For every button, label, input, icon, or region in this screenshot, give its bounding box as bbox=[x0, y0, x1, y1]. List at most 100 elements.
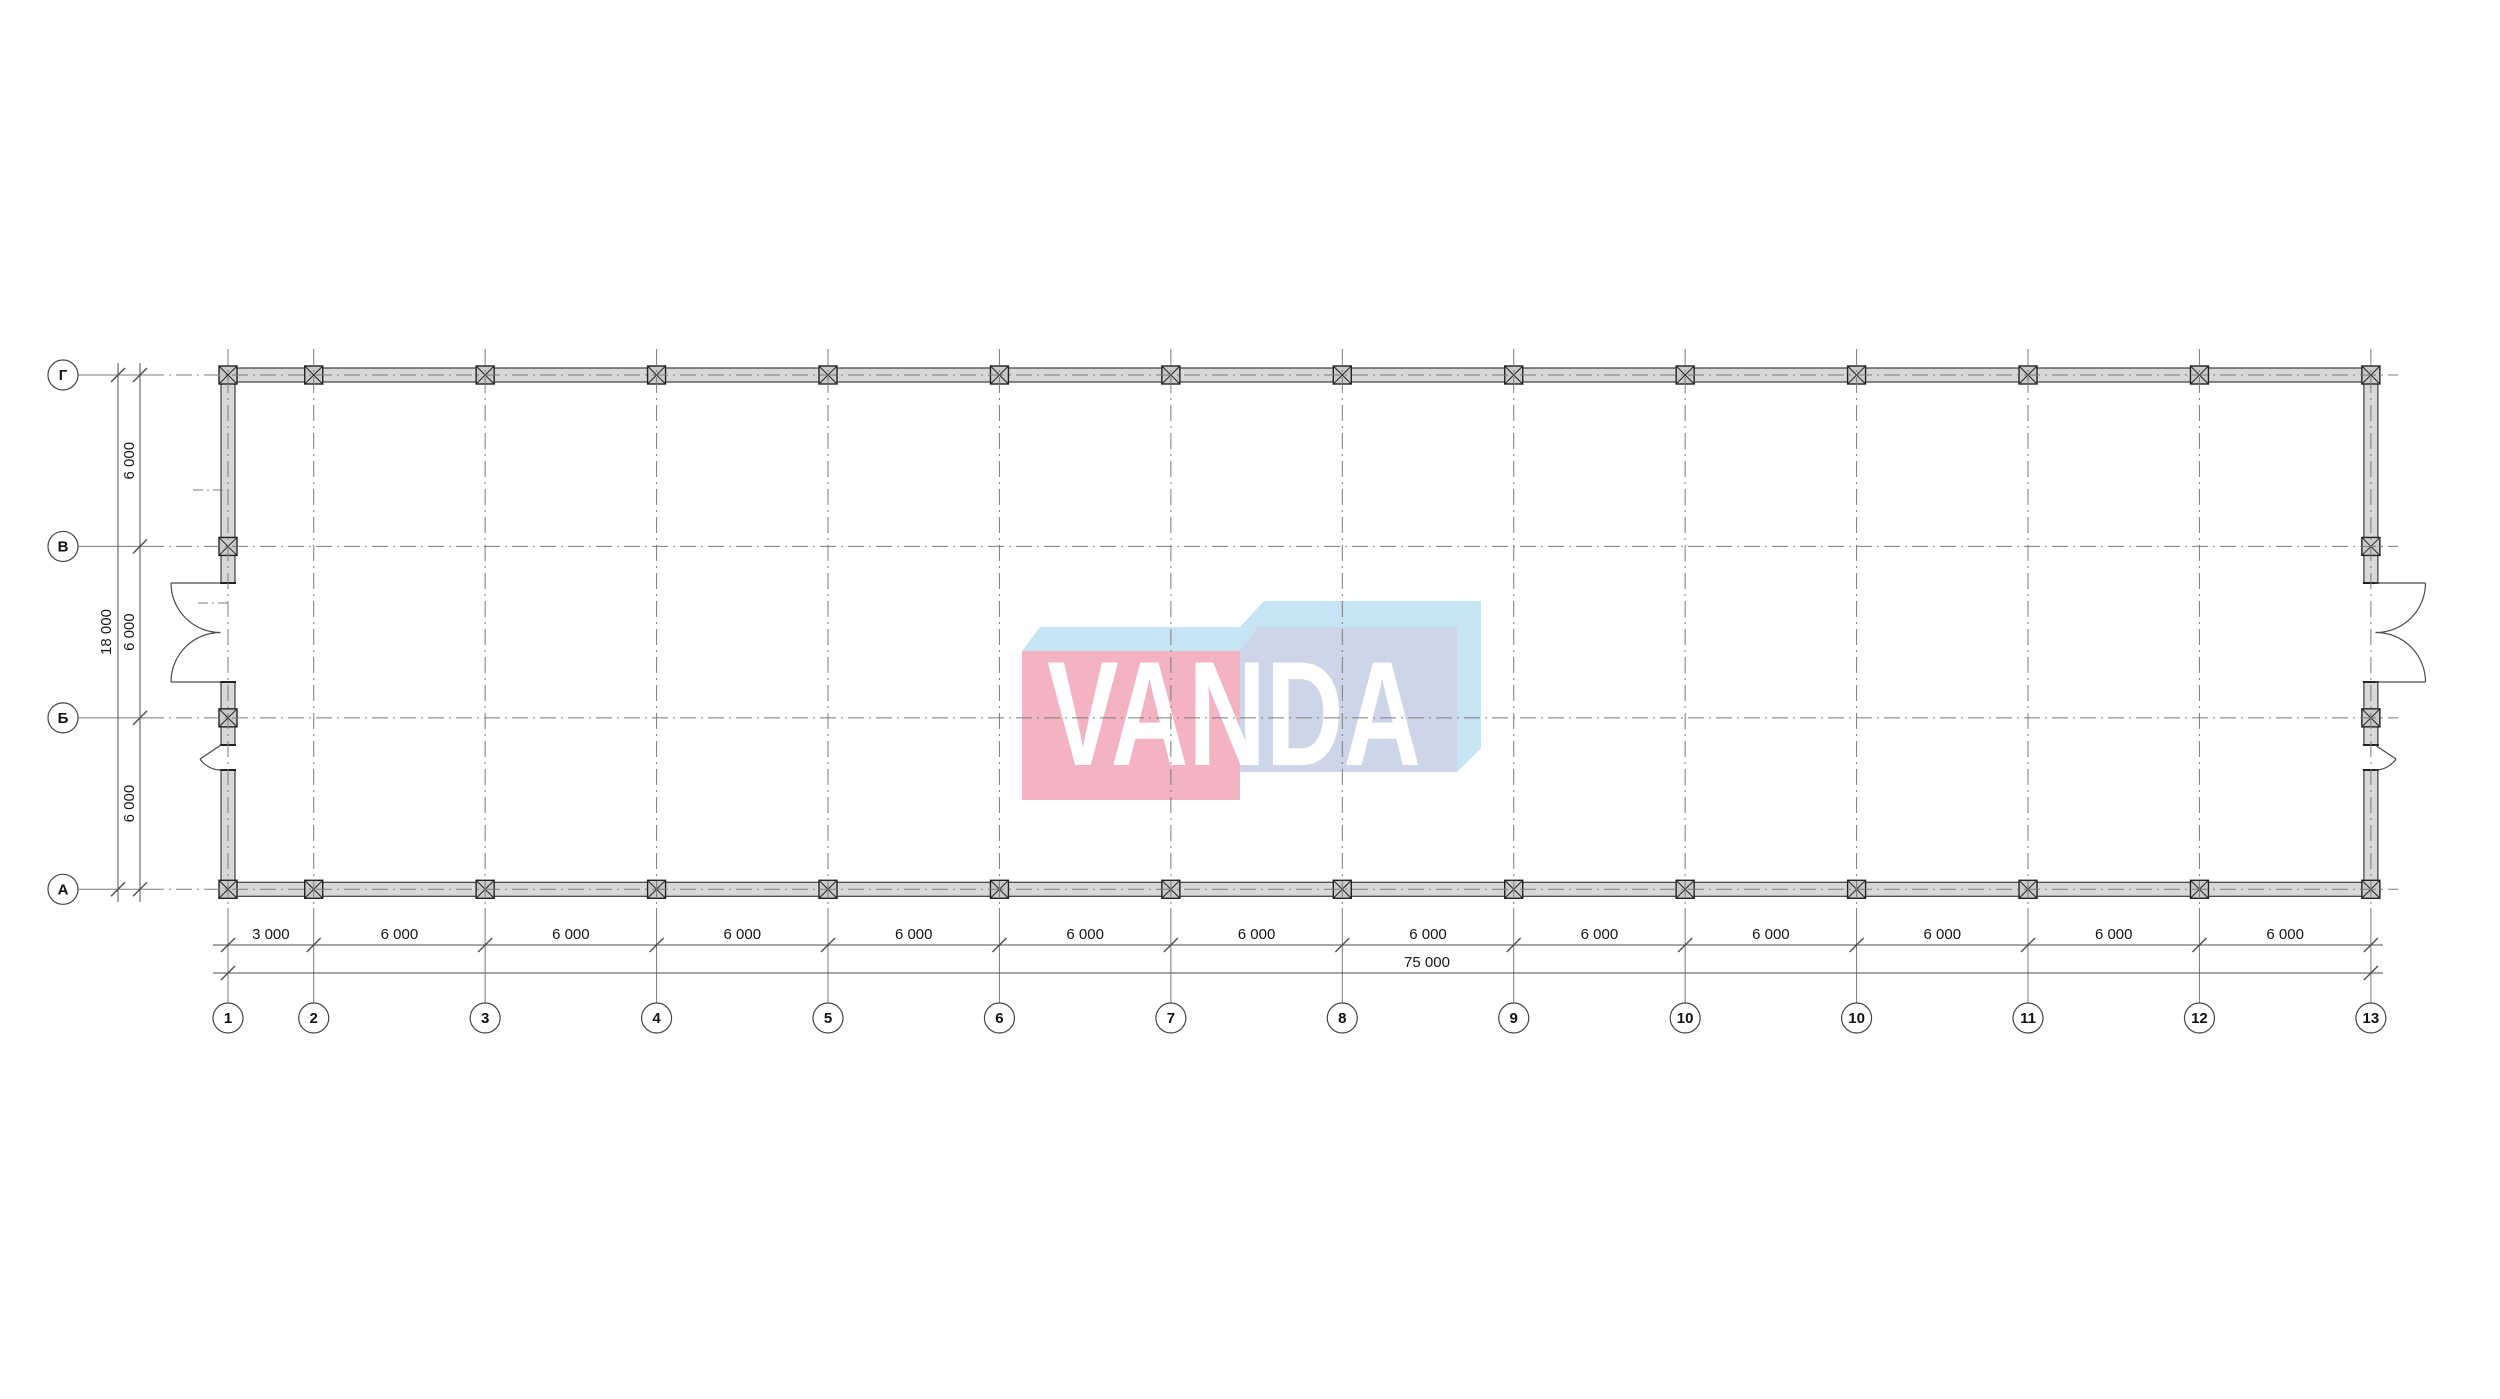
door-swing-arc bbox=[170, 582, 221, 634]
grid-bubble-label: 6 bbox=[995, 1010, 1003, 1027]
grid-bubble-label: 12 bbox=[2191, 1010, 2208, 1027]
door-leaf bbox=[2374, 744, 2397, 760]
dim-tick bbox=[1849, 937, 1865, 953]
grid-bubble bbox=[47, 873, 79, 905]
grid-bubble-label: 5 bbox=[824, 1010, 832, 1027]
grid-bubble-label: 8 bbox=[1338, 1010, 1346, 1027]
dim-tick bbox=[2363, 937, 2379, 953]
dim-label: 6 000 bbox=[724, 926, 762, 943]
dim-tick bbox=[649, 937, 665, 953]
dim-tick bbox=[1506, 937, 1522, 953]
dim-label: 3 000 bbox=[252, 926, 290, 943]
dim-tick bbox=[132, 710, 148, 726]
column-hatch-line bbox=[304, 365, 324, 385]
logo-front-face-pink-box bbox=[1022, 651, 1240, 800]
vanda-logo-watermark: VANDA bbox=[1022, 601, 1481, 800]
logo-text: VANDA bbox=[1047, 630, 1421, 797]
grid-bubble-label: 2 bbox=[310, 1010, 318, 1027]
grid-bubble-label: 9 bbox=[1510, 1010, 1518, 1027]
grid-bubble-label: 1 bbox=[224, 1010, 232, 1027]
column-hatch-line bbox=[1675, 365, 1695, 385]
grid-bubble bbox=[1840, 1002, 1873, 1034]
dim-label: 6 000 bbox=[1238, 926, 1276, 943]
grid-bubble bbox=[1669, 1002, 1701, 1034]
grid-bubble bbox=[812, 1002, 844, 1034]
dim-label: 6 000 bbox=[121, 613, 138, 651]
dim-tick bbox=[2191, 937, 2207, 953]
dim-label: 6 000 bbox=[1409, 926, 1447, 943]
dim-tick bbox=[220, 937, 236, 953]
grid-bubble bbox=[1498, 1002, 1530, 1034]
dim-tick bbox=[306, 937, 322, 953]
dim-label: 6 000 bbox=[2266, 926, 2304, 943]
grid-bubble-label: 11 bbox=[2020, 1010, 2036, 1027]
dim-tick bbox=[1334, 937, 1350, 953]
grid-bubble-label: 4 bbox=[652, 1010, 661, 1027]
dim-label: 6 000 bbox=[552, 926, 590, 943]
logo-top-face-pink-box bbox=[1022, 627, 1258, 651]
grid-bubble bbox=[2012, 1002, 2044, 1034]
dim-tick bbox=[1163, 937, 1179, 953]
logo-side-face-blue-box bbox=[1457, 601, 1481, 772]
grid-bubble-label: А bbox=[58, 881, 69, 898]
grid-bubble-label: Б bbox=[58, 710, 69, 727]
door-swing-arc bbox=[2375, 582, 2427, 634]
grid-bubble bbox=[469, 1002, 501, 1034]
grid-bubble-label: Г bbox=[59, 367, 68, 384]
dim-label: 6 000 bbox=[1752, 926, 1790, 943]
dim-tick bbox=[991, 937, 1007, 953]
dim-tick bbox=[132, 367, 148, 383]
total-dim-label: 18 000 bbox=[98, 609, 115, 655]
dim-label: 6 000 bbox=[1581, 926, 1619, 943]
dim-tick bbox=[2363, 965, 2379, 981]
grid-bubble-label: 7 bbox=[1167, 1010, 1175, 1027]
door-swing-arc bbox=[199, 758, 222, 771]
door-leaf bbox=[199, 744, 222, 760]
dim-label: 6 000 bbox=[381, 926, 419, 943]
door-swing-arc bbox=[2374, 758, 2397, 771]
dim-tick bbox=[132, 881, 148, 897]
grid-bubble-label: 13 bbox=[2363, 1010, 2380, 1027]
grid-bubble bbox=[2355, 1002, 2387, 1034]
grid-bubble bbox=[1326, 1002, 1358, 1034]
door-swing-arc bbox=[170, 631, 221, 683]
dim-label: 6 000 bbox=[121, 785, 138, 823]
grid-bubble bbox=[47, 359, 79, 391]
grid-bubble bbox=[212, 1002, 244, 1034]
grid-bubble bbox=[983, 1002, 1016, 1034]
door-swing-arc bbox=[2375, 631, 2427, 683]
total-dim-label: 75 000 bbox=[1404, 954, 1450, 971]
dimensions: 3 000 6 000 6 000 6 000 6 000 6 000 6 000 6 000… bbox=[98, 363, 2383, 981]
dim-tick bbox=[2020, 937, 2036, 953]
grid-bubble bbox=[47, 530, 79, 563]
column-hatch-line bbox=[1332, 365, 1352, 385]
logo-top-face-blue-box bbox=[1240, 601, 1481, 627]
dim-label: 6 000 bbox=[1924, 926, 1962, 943]
dim-tick bbox=[110, 881, 126, 897]
dim-tick bbox=[132, 538, 148, 554]
dim-tick bbox=[820, 937, 836, 953]
grid-lines bbox=[78, 349, 2398, 1003]
grid-bubble bbox=[640, 1002, 673, 1034]
grid-bubble-label: 10 bbox=[1677, 1010, 1694, 1027]
grid-bubble bbox=[2183, 1002, 2216, 1034]
dim-tick bbox=[220, 965, 236, 981]
grid-bubble-label: 10 bbox=[1848, 1010, 1865, 1027]
dim-tick bbox=[1677, 937, 1693, 953]
grid-bubble bbox=[1155, 1002, 1187, 1034]
logo-front-face-blue-box bbox=[1240, 627, 1457, 772]
dim-label: 6 000 bbox=[1066, 926, 1104, 943]
column-hatch-line bbox=[218, 365, 238, 385]
dim-tick bbox=[110, 367, 126, 383]
dim-tick bbox=[477, 937, 493, 953]
doors bbox=[170, 582, 2427, 771]
grid-bubble bbox=[298, 1002, 330, 1034]
dim-label: 6 000 bbox=[121, 442, 138, 480]
dim-label: 6 000 bbox=[2095, 926, 2133, 943]
grid-bubble-label: 3 bbox=[481, 1010, 489, 1027]
grid-bubble-label: В bbox=[58, 538, 69, 555]
grid-bubble bbox=[47, 702, 79, 734]
dim-label: 6 000 bbox=[895, 926, 933, 943]
